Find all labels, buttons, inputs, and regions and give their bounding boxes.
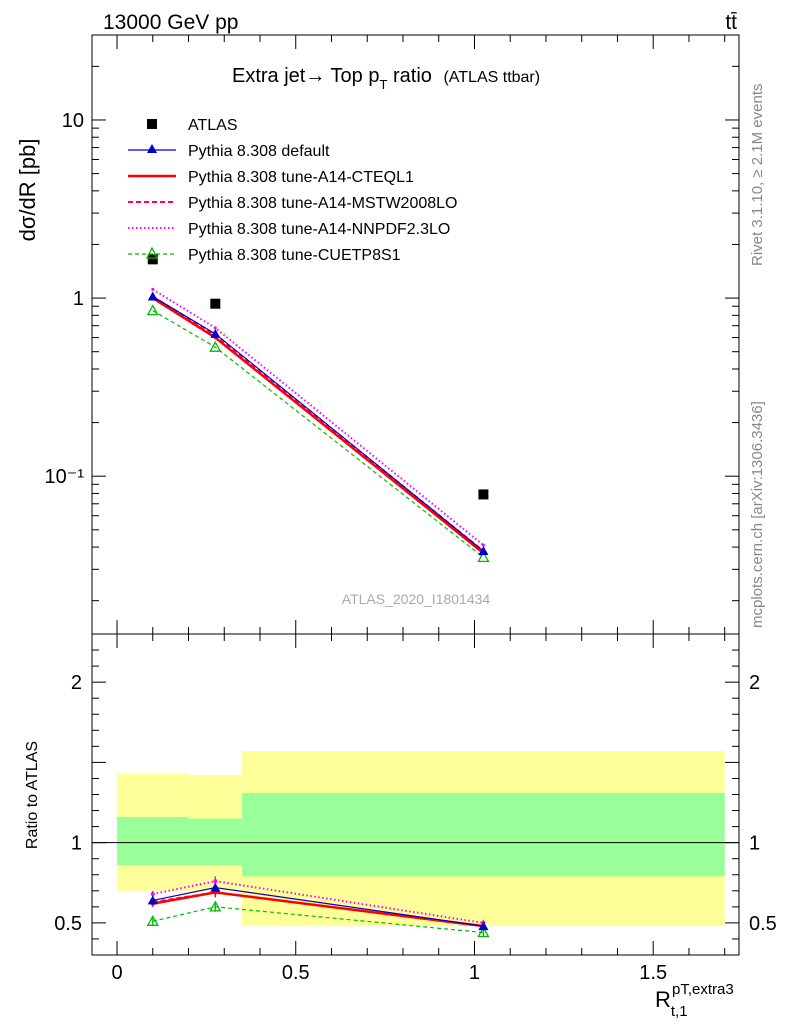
top-point-atlas	[478, 489, 489, 500]
band-green-1	[188, 818, 243, 866]
top-point-series-5	[209, 340, 222, 352]
top-ytick-label: 10	[62, 110, 84, 132]
legend-label-atlas: ATLAS	[188, 117, 238, 134]
band-green-0	[117, 816, 189, 866]
bottom-xtick-label: 0.5	[282, 962, 310, 984]
top-point-series-1	[147, 291, 158, 301]
bottom-series	[146, 876, 490, 938]
bottom-xlabel: Rt,1	[655, 987, 688, 1020]
legend-label-default: Pythia 8.308 default	[188, 143, 330, 160]
top-title-main: Extra jet→ Top p	[232, 65, 379, 87]
bottom-xtick-label: 1	[469, 962, 480, 984]
top-title: Extra jet→ Top pT ratio (ATLAS ttbar)	[232, 65, 540, 92]
top-point-series-5	[146, 304, 159, 316]
legend: ATLAS Pythia 8.308 default Pythia 8.308 …	[128, 117, 457, 264]
ratio-point-series-3	[213, 879, 218, 884]
legend-marker-default	[147, 144, 157, 153]
ratio-point-series-4	[209, 900, 222, 912]
header-left: 13000 GeV pp	[103, 11, 238, 34]
bottom-xlabel-main: R	[655, 987, 671, 1012]
ratio-point-series-3	[150, 892, 155, 897]
bottom-xlabel-sup: pT,extra3	[672, 981, 734, 998]
bottom-ytick-label-left: 0.5	[54, 913, 82, 935]
legend-label-cuetp: Pythia 8.308 tune-CUETP8S1	[188, 247, 401, 264]
legend-label-cteql1: Pythia 8.308 tune-A14-CTEQL1	[188, 169, 414, 186]
ratio-point-series-0	[478, 921, 489, 931]
top-ylabel: dσ/dR [pb]	[15, 139, 40, 242]
bottom-xtick-label: 1.5	[639, 962, 667, 984]
top-ytick-label: 10⁻¹	[45, 466, 85, 488]
legend-label-mstw: Pythia 8.308 tune-A14-MSTW2008LO	[188, 195, 457, 212]
legend-label-nnpdf: Pythia 8.308 tune-A14-NNPDF2.3LO	[188, 221, 450, 238]
bottom-bands	[117, 751, 725, 927]
top-point-series-4	[151, 287, 155, 291]
top-line-series-2	[152, 297, 485, 555]
bottom-ytick-label-right: 2	[749, 672, 760, 694]
mcplots-label: mcplots.cern.ch [arXiv:1306.3436]	[749, 401, 766, 628]
top-point-series-1	[210, 328, 221, 338]
legend-marker-atlas	[147, 119, 157, 129]
top-point-series-5	[477, 551, 490, 563]
top-point-series-4	[213, 326, 217, 330]
bottom-ytick-label-right: 0.5	[749, 913, 777, 935]
ratio-line-series-3	[152, 880, 484, 924]
watermark: ATLAS_2020_I1801434	[342, 591, 491, 607]
top-point-series-4	[481, 543, 485, 547]
top-title-note: (ATLAS ttbar)	[443, 69, 540, 86]
ratio-point-series-4	[477, 926, 490, 938]
top-title-tail: ratio	[387, 65, 431, 87]
ratio-point-series-0	[210, 882, 221, 892]
bottom-xlabel-sub: t,1	[671, 1003, 688, 1020]
ratio-point-series-0	[147, 895, 158, 905]
bottom-axes: 0 0.5 1 1.5 2 2 1 1 0.5 0.5	[54, 633, 777, 984]
band-green-2	[242, 792, 725, 877]
top-title-sub: T	[379, 77, 387, 92]
bottom-ylabel: Ratio to ATLAS	[24, 741, 41, 849]
bottom-xtick-label: 0	[111, 962, 122, 984]
top-series	[146, 254, 490, 563]
rivet-label: Rivet 3.1.10, ≥ 2.1M events	[749, 84, 766, 267]
bottom-ytick-label-right: 1	[749, 833, 760, 855]
top-point-series-1	[478, 546, 489, 556]
top-line-series-4	[152, 288, 485, 546]
top-line-series-5	[152, 310, 484, 558]
bottom-ytick-label-left: 1	[71, 833, 82, 855]
top-point-atlas	[147, 254, 158, 265]
header-right: tt̄	[725, 11, 737, 34]
legend-marker-cuetp	[145, 246, 159, 259]
bottom-ytick-label-left: 2	[71, 672, 82, 694]
top-ytick-label: 1	[73, 288, 84, 310]
top-point-atlas	[210, 298, 221, 309]
ratio-point-series-4	[146, 914, 159, 926]
